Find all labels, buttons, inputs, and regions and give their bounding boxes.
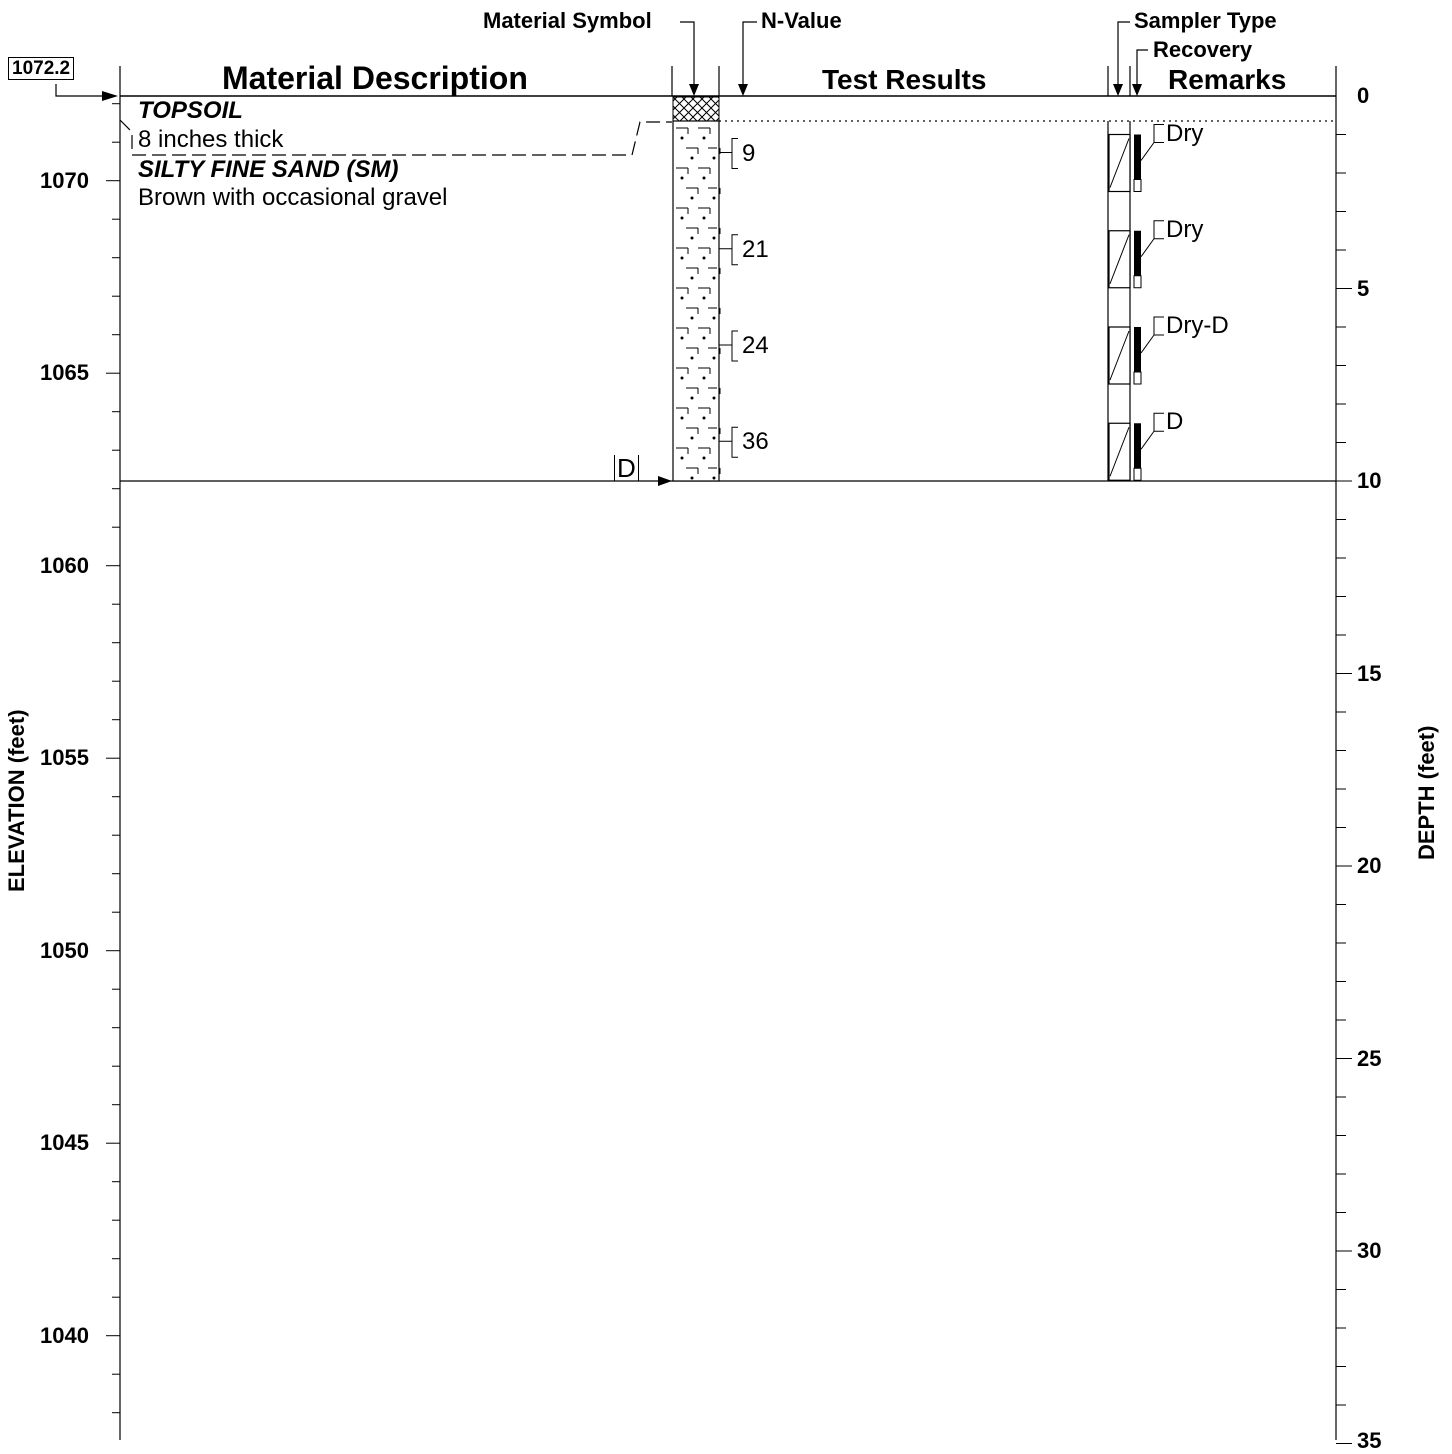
depth-tick-25: 25 [1357, 1045, 1382, 1071]
remark-3: Dry-D [1166, 312, 1229, 339]
material-description-header: Material Description [222, 60, 528, 96]
recovery-bar-1 [1134, 134, 1141, 180]
recovery-bar-3 [1134, 327, 1141, 372]
n-value-pointer [742, 21, 757, 84]
elevation-tick-1055: 1055 [40, 745, 89, 771]
depth-tick-20: 20 [1357, 853, 1382, 878]
elevation-tick-1050: 1050 [40, 937, 89, 963]
elevation-tick-1070: 1070 [40, 167, 89, 193]
depth-axis-label: DEPTH (feet) [1414, 725, 1439, 860]
elevation-tick-1060: 1060 [40, 552, 89, 578]
material-symbol-pointer [680, 21, 695, 84]
recovery-header: Recovery [1153, 37, 1253, 62]
depth-tick-15: 15 [1357, 660, 1382, 686]
layer-1-name: TOPSOIL [138, 97, 243, 124]
layer-boundary-dashed [119, 119, 672, 156]
n-value-3: 24 [742, 332, 769, 359]
n-value-4: 36 [742, 428, 769, 456]
n-value-2: 21 [742, 235, 769, 263]
elevation-tick-1040: 1040 [40, 1322, 89, 1348]
recovery-bar-4 [1134, 423, 1141, 469]
silty-sand-symbol [672, 120, 720, 482]
sampler-type-header: Sampler Type [1134, 8, 1277, 33]
elevation-axis-label: ELEVATION (feet) [4, 709, 29, 892]
depth-tick-0: 0 [1357, 83, 1370, 108]
depth-tick-30: 30 [1357, 1238, 1382, 1263]
boring-end-marker: D [614, 455, 639, 481]
layer-2-name: SILTY FINE SAND (SM) [138, 156, 399, 183]
elevation-tick-1065: 1065 [40, 360, 89, 386]
recovery-bar-2 [1134, 230, 1141, 276]
material-symbol-header: Material Symbol [483, 8, 652, 33]
depth-tick-35: 35 [1357, 1428, 1382, 1453]
topsoil-symbol [672, 96, 720, 122]
layer-2-description: Brown with occasional gravel [138, 184, 448, 211]
surface-elevation-box: 1072.2 [8, 57, 75, 80]
recovery-pointer [1136, 49, 1148, 84]
remark-2: Dry [1166, 215, 1204, 243]
sampler-type-pointer [1117, 21, 1130, 84]
remark-1: Dry [1166, 119, 1204, 147]
n-value-header: N-Value [761, 8, 842, 33]
test-results-header: Test Results [822, 64, 987, 95]
remarks-header: Remarks [1168, 64, 1287, 95]
elevation-tick-1045: 1045 [40, 1130, 89, 1156]
n-value-1: 9 [742, 139, 756, 167]
layer-1-description: 8 inches thick [138, 126, 284, 153]
depth-tick-10: 10 [1357, 468, 1382, 493]
depth-tick-5: 5 [1357, 275, 1370, 301]
remark-4: D [1166, 408, 1184, 436]
